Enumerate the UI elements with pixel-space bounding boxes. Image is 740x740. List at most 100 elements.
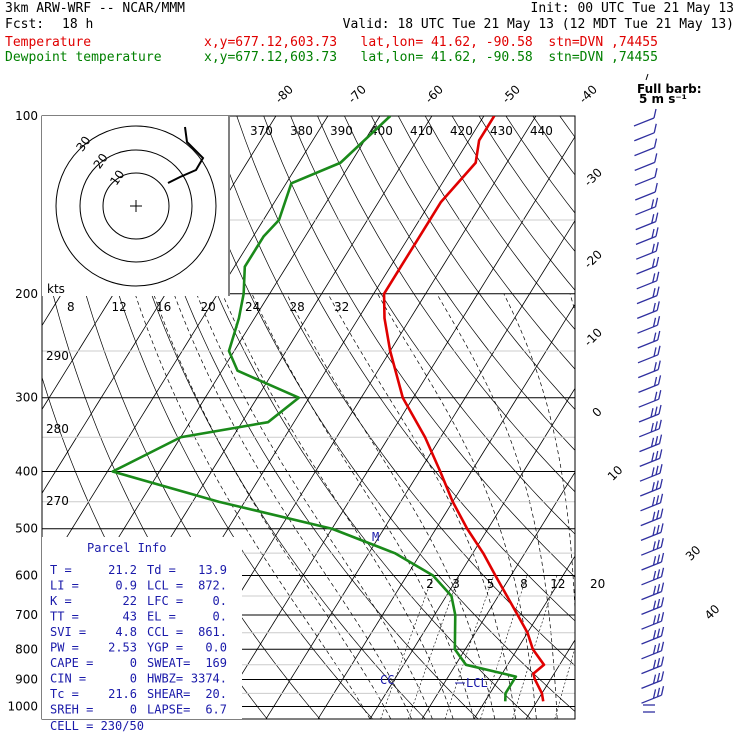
- wind-barb-feather: [652, 615, 657, 625]
- wind-barb-staff: [639, 457, 660, 468]
- forecast-hour: 18 h: [62, 17, 94, 32]
- parcel-value: 0.: [213, 610, 227, 624]
- wind-barb-staff: [641, 576, 662, 586]
- wind-barb-staff: [640, 487, 661, 497]
- moist-adiabat-line: [286, 293, 496, 719]
- wind-barb-feather: [655, 465, 659, 475]
- wind-barb-feather: [653, 108, 657, 119]
- parcel-label: K =: [50, 594, 72, 608]
- wind-barb-feather: [660, 626, 665, 637]
- wind-barb-feather: [660, 597, 665, 607]
- wind-barb-feather: [651, 214, 655, 224]
- temperature-location: x,y=677.12,603.73 lat,lon= 41.62, -90.58…: [204, 35, 658, 50]
- mixing-ratio-label: 3: [452, 577, 460, 591]
- parcel-value: 0: [130, 656, 137, 670]
- wind-barb-feather: [656, 628, 661, 638]
- pressure-tick-label: 800: [15, 642, 38, 656]
- wind-barb-feather: [660, 508, 664, 518]
- wind-barb-feather: [656, 271, 660, 281]
- hodograph-speed-label: 20: [201, 300, 216, 314]
- barb-key-symbol: [645, 73, 649, 81]
- wind-barb-feather: [656, 672, 661, 683]
- wind-barb-feather: [652, 570, 657, 581]
- wind-barb-feather: [651, 452, 655, 462]
- pressure-tick-label: 600: [15, 568, 38, 582]
- pressure-tick-label: 100: [15, 109, 38, 123]
- hodograph-speed-label: 32: [334, 300, 349, 314]
- parcel-label: EL =: [147, 610, 176, 624]
- wind-barb-feather: [656, 658, 661, 668]
- pressure-tick-label: 300: [15, 391, 38, 405]
- wind-barb-feather: [652, 511, 656, 521]
- wind-barb-feather: [656, 643, 661, 653]
- wind-barb-staff: [634, 146, 655, 157]
- isotherm-tick-label: -80: [272, 82, 296, 106]
- moist-adiabat-line: [251, 293, 475, 719]
- parcel-value: 20.: [205, 687, 227, 701]
- wind-barb-feather: [656, 554, 661, 564]
- wind-barb-feather: [660, 641, 665, 651]
- parcel-label: CIN =: [50, 672, 86, 686]
- parcel-label: CCL =: [147, 625, 183, 639]
- wind-barb-feather: [660, 523, 664, 533]
- dry-adiabat-line: [614, 116, 740, 719]
- wind-barb-feather: [659, 449, 663, 459]
- parcel-value: 2.53: [108, 641, 137, 655]
- dry-adiabat-line: [397, 116, 575, 370]
- isotherm-line: [473, 555, 575, 719]
- isotherm-line: [525, 639, 575, 719]
- dry-adiabat-line: [182, 116, 575, 712]
- moist-adiabat-line: [377, 293, 537, 719]
- theta-tick-label: 370: [250, 124, 273, 138]
- wind-barb-feather: [657, 360, 661, 370]
- dry-adiabat-line: [101, 116, 426, 719]
- wind-barb-feather: [652, 630, 657, 640]
- wind-barb-feather: [652, 302, 656, 313]
- parcel-label: HWBZ=: [147, 672, 183, 686]
- parcel-label: LAPSE=: [147, 703, 190, 717]
- wind-barb-feather: [650, 408, 654, 418]
- wind-barb-staff: [638, 383, 659, 394]
- theta-tick-label: 400: [370, 124, 393, 138]
- parcel-label: LCL =: [147, 579, 183, 593]
- model-title: 3km ARW-WRF -- NCAR/MMM: [5, 1, 186, 16]
- isotherm-tick-label: 0: [590, 405, 605, 420]
- wind-barb-feather: [655, 256, 660, 267]
- wind-barb-staff: [641, 694, 662, 704]
- isotherm-line: [682, 116, 740, 719]
- wind-barb-feather: [654, 197, 659, 207]
- parcel-value: 0.0: [205, 641, 227, 655]
- wind-barb-feather: [657, 330, 661, 341]
- wind-barb-staff: [640, 502, 661, 512]
- wind-barb-feather: [660, 552, 665, 563]
- theta-tick-label: 380: [290, 124, 313, 138]
- moist-adiabat-line: [503, 293, 575, 618]
- wind-barb-feather: [654, 421, 658, 431]
- barb-key: Full barb:5 m s⁻¹: [637, 73, 702, 106]
- hodograph-ring: [102, 172, 170, 240]
- pressure-tick-label: 1000: [7, 699, 38, 713]
- theta-tick-label: 290: [46, 349, 69, 363]
- hodograph-speed-label: 12: [112, 300, 127, 314]
- mixing-ratio-line: [480, 575, 528, 719]
- wind-barb-feather: [655, 480, 659, 490]
- theta-tick-label: 270: [46, 494, 69, 508]
- dry-adiabat-line: [344, 116, 575, 451]
- wind-barb-staff: [639, 472, 661, 482]
- dry-adiabat-line: [155, 116, 532, 719]
- hodograph-speed-label: 16: [156, 300, 171, 314]
- wind-barb-staff: [641, 635, 662, 645]
- wind-barb-feather: [651, 243, 655, 253]
- hodograph-ring: [55, 125, 217, 287]
- wind-barb-feather: [652, 541, 656, 551]
- dry-adiabat-line: [209, 116, 575, 667]
- dry-adiabat-line: [290, 116, 575, 535]
- pressure-labels: 100 200 300 400 500 600 700 800 900 1000: [7, 109, 38, 713]
- wind-barb-feather: [655, 212, 659, 222]
- wind-barb-feather: [656, 524, 660, 535]
- moist-adiabat-line: [221, 293, 454, 719]
- wind-barb-speed-label: 30: [683, 543, 704, 564]
- wind-barb-feather: [656, 286, 660, 296]
